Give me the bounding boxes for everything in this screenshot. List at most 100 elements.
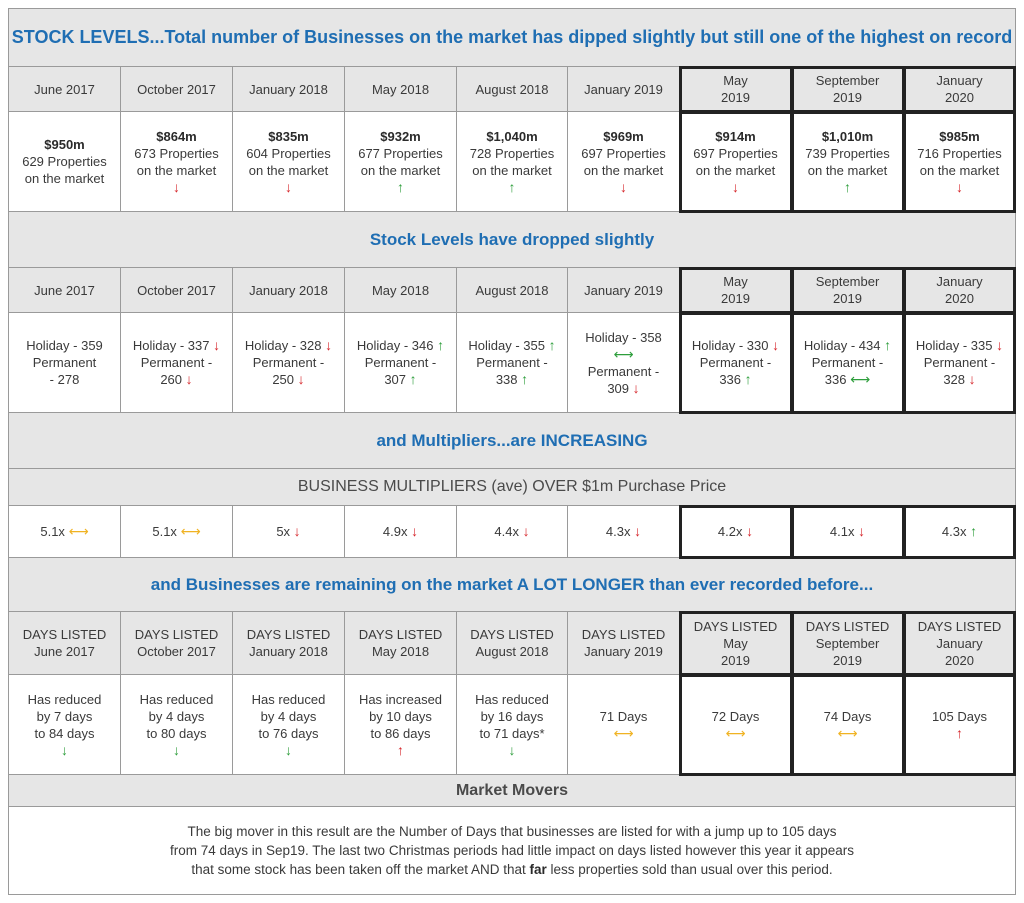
period-header-cell: May 2018	[345, 268, 457, 313]
property-count: 697 Properties	[693, 145, 778, 161]
days-listed-label: DAYS LISTED	[246, 627, 331, 642]
period-label: January	[936, 73, 983, 88]
days-total: to 76 days	[258, 725, 319, 741]
multiplier-cell: 4.9x ↓	[345, 506, 457, 558]
days-value-cell: 72 Days ⟷	[679, 674, 793, 776]
arrow-down-icon: ↓	[956, 178, 963, 195]
period-label: October 2017	[137, 282, 216, 298]
double-arrow-icon: ⟷	[837, 724, 858, 741]
stock-value-cell: $1,010m 739 Properties on the market ↑	[791, 111, 905, 213]
arrow-down-icon: ↓	[522, 523, 530, 539]
days-value-cell: Has increased by 10 days to 86 days ↑	[345, 675, 457, 775]
days-change-amount: by 4 days	[260, 708, 317, 724]
days-header-cell: DAYS LISTED January 2018	[233, 612, 345, 675]
multiplier-cell: 5.1x ⟷	[9, 506, 121, 558]
arrow-down-icon: ↓	[508, 741, 516, 758]
permanent-count: 336	[824, 372, 847, 387]
multiplier-cell: 4.3x ↑	[903, 505, 1016, 559]
stock-dollar-value: $969m	[603, 128, 644, 144]
period-header-cell: May 2019	[679, 66, 793, 113]
holiday-count: Holiday - 335	[915, 338, 993, 353]
holiday-permanent-cell: Holiday - 434 ↑ Permanent - 336 ⟷	[791, 312, 905, 414]
multiplier-value: 5.1x	[152, 524, 177, 539]
multiplier-value: 5.1x	[40, 524, 65, 539]
multiplier-value: 4.4x	[494, 524, 519, 539]
on-market-label: on the market	[136, 162, 217, 178]
days-listed-label: DAYS LISTED	[693, 618, 778, 634]
multiplier-cell: 4.1x ↓	[791, 505, 905, 559]
period-header-cell: September 2019	[791, 66, 905, 113]
permanent-count: 260	[160, 372, 183, 387]
permanent-count: 338	[495, 372, 518, 387]
multiplier-cell: 4.2x ↓	[679, 505, 793, 559]
market-report-sheet: STOCK LEVELS...Total number of Businesse…	[8, 8, 1016, 895]
holiday-permanent-cell: Holiday - 358 ⟷ Permanent -309 ↓	[568, 313, 680, 413]
days-change-line: 72 Days	[711, 708, 760, 724]
arrow-down-icon: ↓	[632, 379, 640, 396]
multipliers-row: 5.1x ⟷ 5.1x ⟷ 5x ↓ 4.9x ↓ 4.4x ↓ 4.3x ↓ 4.2x ↓…	[9, 505, 1016, 559]
period-label: June 2017	[34, 81, 95, 97]
period-label: September	[815, 274, 880, 289]
days-period-year: 2020	[945, 652, 974, 668]
days-listed-label: DAYS LISTED	[470, 627, 554, 642]
period-year: 2019	[833, 90, 862, 105]
period-header-cell: August 2018	[457, 268, 568, 313]
period-label: May 2018	[371, 282, 430, 298]
stock-period-header-row: June 2017 October 2017 January 2018 May 201…	[9, 66, 1016, 113]
arrow-down-icon: ↓	[325, 337, 333, 353]
holiday-count: Holiday - 359	[26, 338, 103, 353]
days-total: to 71 days*	[479, 725, 545, 741]
multiplier-cell: 4.3x ↓	[568, 506, 680, 558]
period-header-cell: May 2018	[345, 67, 457, 112]
holiday-count: Holiday - 346	[356, 338, 434, 353]
permanent-count: 328	[943, 372, 966, 387]
stock-dropped-title: Stock Levels have dropped slightly	[9, 212, 1015, 268]
days-change-line: Has reduced	[251, 691, 326, 707]
stock-levels-title: STOCK LEVELS...Total number of Businesse…	[9, 9, 1015, 67]
multiplier-value: 4.3x	[941, 524, 967, 539]
arrow-down-icon: ↓	[297, 371, 305, 387]
holiday-permanent-cell: Holiday - 330 ↓ Permanent - 336 ↑	[679, 312, 793, 414]
arrow-down-icon: ↓	[732, 178, 739, 195]
days-value-cell: 74 Days ⟷	[791, 674, 905, 776]
permanent-count: - 278	[49, 372, 80, 387]
days-listed-label: DAYS LISTED	[805, 618, 890, 634]
property-count: 739 Properties	[805, 145, 890, 161]
stock-dollar-value: $932m	[380, 128, 421, 144]
days-header-cell: DAYS LISTED September 2019	[791, 611, 905, 676]
stock-dollar-value: $914m	[715, 128, 756, 144]
days-header-cell: DAYS LISTED October 2017	[121, 612, 233, 675]
days-header-cell: DAYS LISTED January 2019	[568, 612, 680, 675]
arrow-up-icon: ↑	[409, 371, 417, 387]
permanent-label: Permanent -	[140, 355, 213, 370]
double-arrow-icon: ⟷	[725, 724, 746, 741]
permanent-count: 336	[719, 372, 742, 387]
market-movers-title: Market Movers	[9, 775, 1015, 807]
holiday-permanent-cell: Holiday - 337 ↓ Permanent - 260 ↓	[121, 313, 233, 413]
arrow-up-icon: ↑	[437, 337, 445, 353]
stock-values-row: $950m 629 Properties on the market $864m 673…	[9, 111, 1016, 213]
permanent-label: Permanent -	[811, 355, 884, 370]
multipliers-subtitle: BUSINESS MULTIPLIERS (ave) OVER $1m Purc…	[9, 469, 1015, 506]
days-listed-label: DAYS LISTED	[917, 618, 1002, 634]
arrow-down-icon: ↓	[411, 523, 419, 539]
days-value-cell: Has reduced by 7 days to 84 days ↓	[9, 675, 121, 775]
days-values-row: Has reduced by 7 days to 84 days ↓ Has reduc…	[9, 674, 1016, 776]
arrow-down-icon: ↓	[996, 337, 1004, 353]
days-change-amount: by 7 days	[36, 708, 93, 724]
holiday-permanent-row: Holiday - 359 Permanent - 278 Holiday - 337…	[9, 312, 1016, 414]
period-header-cell: June 2017	[9, 268, 121, 313]
multipliers-title: and Multipliers...are INCREASING	[9, 413, 1015, 469]
days-listed-label: DAYS LISTED	[134, 627, 219, 642]
days-header-cell: DAYS LISTED June 2017	[9, 612, 121, 675]
on-market-label: on the market	[919, 162, 1000, 178]
period-header-cell: January 2018	[233, 67, 345, 112]
on-market-label: on the market	[248, 162, 329, 178]
period-year: 2019	[721, 90, 750, 105]
period-label: June 2017	[34, 282, 95, 298]
period-label: January	[936, 274, 983, 289]
arrow-down-icon: ↓	[620, 178, 627, 195]
double-arrow-icon: ⟷	[850, 371, 871, 387]
days-change-amount: by 16 days	[480, 708, 544, 724]
arrow-down-icon: ↓	[173, 178, 180, 195]
